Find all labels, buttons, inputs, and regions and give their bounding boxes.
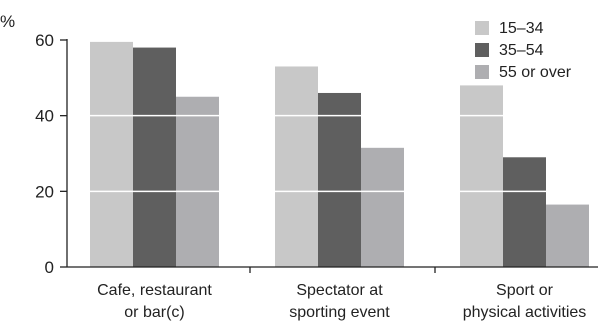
legend-swatch-2	[475, 43, 489, 57]
category-label-2-line-2: sporting event	[289, 304, 390, 321]
y-tick-labels: 0 20 40 60	[35, 31, 54, 277]
bar-1-3	[176, 97, 219, 267]
bar-3-1	[460, 85, 503, 267]
y-tick-label-20: 20	[35, 182, 54, 201]
legend-swatch-3	[475, 65, 489, 79]
category-label-3-line-2: physical activities	[463, 304, 587, 321]
legend-label-3: 55 or over	[499, 64, 572, 81]
bar-1-2	[133, 48, 176, 267]
bar-3-3	[546, 205, 589, 267]
y-tick-label-0: 0	[45, 258, 54, 277]
legend-swatch-1	[475, 21, 489, 35]
category-label-2-line-1: Spectator at	[296, 282, 383, 299]
bar-2-1	[275, 66, 318, 267]
x-category-labels: Cafe, restaurant or bar(c) Spectator at spo…	[97, 282, 586, 321]
bar-3-2	[503, 157, 546, 267]
legend-label-2: 35–54	[499, 42, 544, 59]
category-label-1-line-2: or bar(c)	[124, 304, 184, 321]
y-tick-label-60: 60	[35, 31, 54, 50]
category-label-3-line-1: Sport or	[496, 282, 554, 299]
bar-2-3	[361, 148, 404, 267]
legend-label-1: 15–34	[499, 20, 544, 37]
y-tick-label-40: 40	[35, 107, 54, 126]
category-label-1-line-1: Cafe, restaurant	[97, 282, 212, 299]
bar-2-2	[318, 93, 361, 267]
bar-1-1	[90, 42, 133, 267]
y-unit-label: %	[0, 12, 15, 31]
legend: 15–34 35–54 55 or over	[475, 20, 572, 81]
